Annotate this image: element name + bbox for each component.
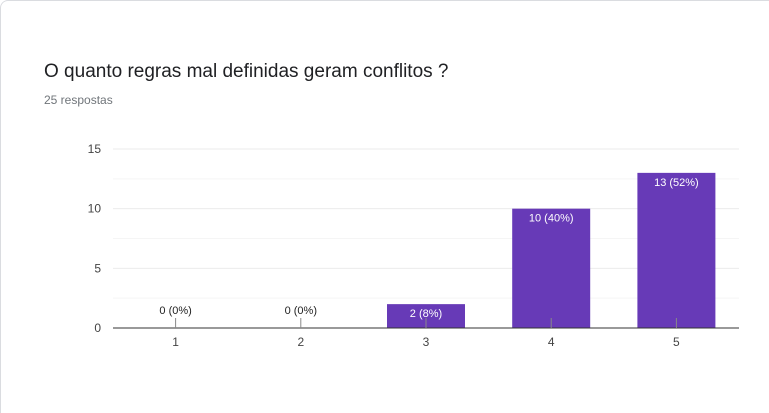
data-label: 10 (40%) [529,213,574,225]
bar-5[interactable] [637,172,716,328]
y-tick-label: 0 [94,321,101,335]
x-tick-label: 1 [172,335,179,349]
y-tick-label: 10 [88,202,102,216]
data-label: 0 (0%) [159,305,191,317]
data-label: 0 (0%) [285,305,317,317]
question-title: O quanto regras mal definidas geram conf… [44,61,449,82]
x-tick-label: 3 [423,335,430,349]
x-tick-label: 4 [548,335,555,349]
x-tick-labels: 1 2 3 4 5 [172,318,680,349]
y-tick-label: 5 [94,261,101,275]
x-tick-label: 2 [297,335,304,349]
data-label: 13 (52%) [654,177,699,189]
data-labels: 0 (0%) 0 (0%) 2 (8%) 10 (40%) 13 (52%) [159,177,698,320]
response-count: 25 respostas [44,93,113,107]
y-tick-labels: 0 5 10 15 [88,142,102,335]
bars [387,172,716,328]
data-label: 2 (8%) [410,308,442,320]
bar-4[interactable] [512,208,591,328]
y-tick-label: 15 [88,142,102,156]
x-tick-label: 5 [673,335,680,349]
grid-lines [113,148,739,299]
bar-3[interactable] [387,304,465,328]
